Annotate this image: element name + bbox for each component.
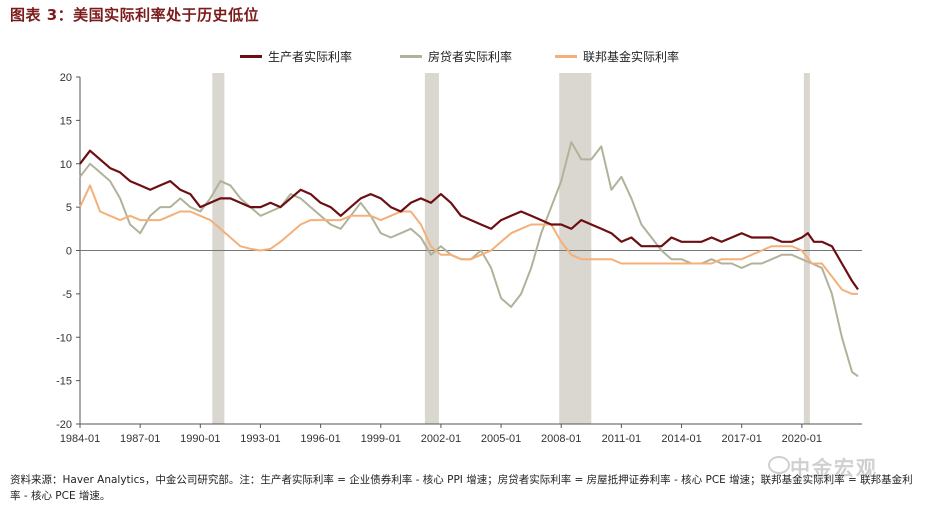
x-tick-label-3: 1993-01 [240,433,280,445]
y-tick-label-5: -5 [62,289,72,301]
legend-swatch-mortgage [400,55,422,58]
x-tick-label-11: 2017-01 [722,433,762,445]
x-tick-label-8: 2008-01 [541,433,581,445]
watermark: 中金宏观 [790,456,878,480]
legend-swatch-fedfunds [555,55,577,58]
y-tick-label-6: -10 [56,332,72,344]
legend: 生产者实际利率 房贷者实际利率 联邦基金实际利率 [0,48,929,68]
wechat-icon [768,456,790,474]
legend-item-mortgage: 房贷者实际利率 [400,48,512,65]
y-tick-label-3: 5 [66,202,72,214]
legend-label-producer: 生产者实际利率 [268,50,353,64]
recession-band-3 [803,73,810,424]
x-tick-label-10: 2014-01 [661,433,701,445]
legend-item-producer: 生产者实际利率 [240,48,352,65]
x-tick-label-7: 2005-01 [481,433,521,445]
x-tick-label-5: 1999-01 [361,433,401,445]
x-tick-label-0: 1984-01 [60,433,100,445]
recession-band-2 [559,73,592,424]
line-chart: 20 15 10 5 0 -5 -10 -15 -20 1984-01 1987-01 1990-01… [56,72,862,445]
x-tick-label-1: 1987-01 [120,433,160,445]
recession-band-1 [424,73,439,424]
legend-swatch-producer [240,55,262,58]
series-line-2 [79,184,858,295]
y-tick-label-8: -20 [56,419,72,431]
y-tick-label-0: 20 [60,72,72,84]
chart-title: 图表 3：美国实际利率处于历史低位 [10,6,260,24]
legend-label-fedfunds: 联邦基金实际利率 [583,50,680,64]
y-tick-label-2: 10 [60,159,72,171]
y-tick-label-4: 0 [66,246,72,258]
x-tick-label-12: 2020-01 [782,433,822,445]
legend-label-mortgage: 房贷者实际利率 [428,50,513,64]
x-tick-label-9: 2011-01 [602,433,642,445]
y-tick-label-7: -15 [56,376,72,388]
y-tick-label-1: 15 [60,115,72,127]
source-note: 资料来源：Haver Analytics，中金公司研究部。注：生产者实际利率 =… [10,474,913,502]
x-tick-label-6: 2002-01 [421,433,461,445]
series-line-0 [79,149,859,291]
recession-band-0 [212,73,225,424]
legend-item-fedfunds: 联邦基金实际利率 [555,48,679,65]
x-tick-label-2: 1990-01 [180,433,220,445]
x-tick-label-4: 1996-01 [300,433,340,445]
